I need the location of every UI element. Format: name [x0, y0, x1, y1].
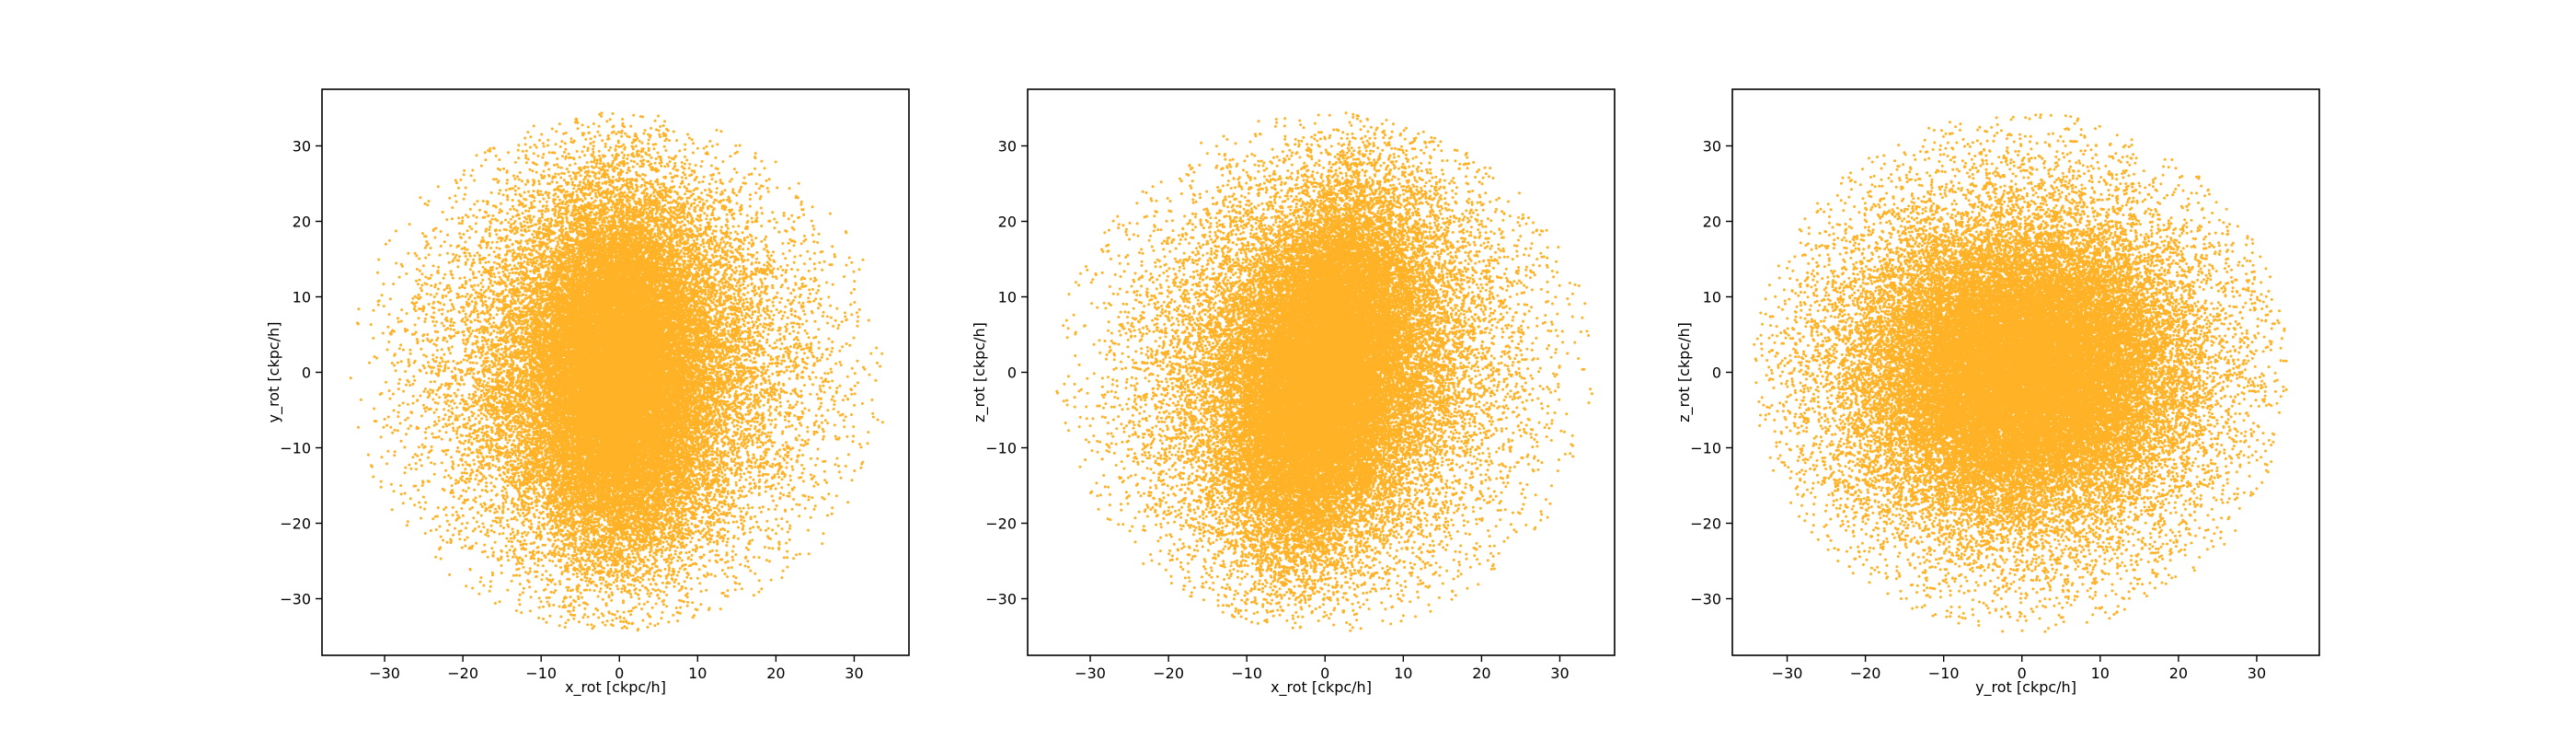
y-tick-label: 20 [293, 214, 311, 231]
x-axis-label: x_rot [ckpc/h] [565, 678, 666, 697]
y-axis-label: z_rot [ckpc/h] [1675, 322, 1694, 422]
y-tick-label: −10 [1690, 440, 1721, 457]
y-tick-label: 30 [293, 138, 311, 156]
x-axis-ticks: −30 −20 −10 0 10 20 30 [1075, 655, 1570, 682]
x-tick-label: 30 [1550, 665, 1569, 682]
y-tick-label: 30 [998, 138, 1017, 156]
y-tick-label: 10 [1703, 289, 1721, 306]
y-tick-label: −20 [985, 515, 1017, 533]
x-tick-label: 30 [2248, 665, 2266, 682]
y-tick-label: 20 [1703, 214, 1721, 231]
y-tick-label: 10 [998, 289, 1017, 306]
y-tick-label: 0 [1007, 364, 1017, 382]
y-axis-ticks: −30 −20 −10 0 10 20 30 [1690, 138, 1732, 608]
x-tick-label: −10 [1231, 665, 1262, 682]
x-tick-label: −10 [525, 665, 557, 682]
x-tick-label: −20 [1153, 665, 1184, 682]
x-axis-label: x_rot [ckpc/h] [1271, 678, 1372, 697]
x-tick-label: 10 [688, 665, 707, 682]
y-axis-label: y_rot [ckpc/h] [265, 322, 283, 423]
y-tick-label: 30 [1703, 138, 1721, 156]
x-tick-label: 0 [1320, 665, 1329, 682]
y-tick-label: −30 [985, 591, 1017, 608]
scatter-points [349, 111, 884, 632]
x-tick-label: 0 [615, 665, 624, 682]
scatter-marks [1055, 111, 1593, 632]
x-tick-label: −30 [369, 665, 400, 682]
y-tick-label: 0 [302, 364, 311, 382]
y-tick-label: −10 [280, 440, 311, 457]
y-tick-label: 20 [998, 214, 1017, 231]
x-axis-ticks: −30 −20 −10 0 10 20 30 [1772, 655, 2266, 682]
panel-xy: −30 −20 −10 0 10 20 30 −30 −20 −10 0 10 20 30 x_rot … [265, 88, 910, 697]
x-tick-label: −10 [1928, 665, 1960, 682]
y-axis-ticks: −30 −20 −10 0 10 20 30 [985, 138, 1028, 608]
x-tick-label: 30 [845, 665, 863, 682]
y-tick-label: 10 [293, 289, 311, 306]
y-tick-label: −20 [280, 515, 311, 533]
x-tick-label: 10 [1394, 665, 1412, 682]
y-tick-label: −20 [1690, 515, 1721, 533]
x-tick-label: −30 [1075, 665, 1106, 682]
x-axis-ticks: −30 −20 −10 0 10 20 30 [369, 655, 864, 682]
x-tick-label: −20 [1850, 665, 1881, 682]
panel-xz: −30 −20 −10 0 10 20 30 −30 −20 −10 0 10 20 30 x_rot … [971, 88, 1616, 697]
y-axis-ticks: −30 −20 −10 0 10 20 30 [280, 138, 322, 608]
y-tick-label: −30 [1690, 591, 1721, 608]
y-tick-label: −10 [985, 440, 1017, 457]
x-tick-label: 10 [2091, 665, 2110, 682]
scatter-marks [1753, 113, 2288, 633]
scatter-marks [349, 111, 884, 632]
x-tick-label: 0 [2018, 665, 2027, 682]
x-axis-label: y_rot [ckpc/h] [1975, 678, 2076, 697]
y-tick-label: −30 [280, 591, 311, 608]
x-tick-label: 20 [1472, 665, 1490, 682]
x-tick-label: 20 [2169, 665, 2188, 682]
y-tick-label: 0 [1712, 364, 1721, 382]
scatter-points [1055, 111, 1593, 632]
x-tick-label: −30 [1772, 665, 1803, 682]
scatter-points [1753, 113, 2288, 633]
y-axis-label: z_rot [ckpc/h] [971, 322, 989, 422]
x-tick-label: 20 [766, 665, 785, 682]
x-tick-label: −20 [447, 665, 478, 682]
panel-yz: −30 −20 −10 0 10 20 30 −30 −20 −10 0 10 20 30 y_rot … [1675, 88, 2320, 697]
